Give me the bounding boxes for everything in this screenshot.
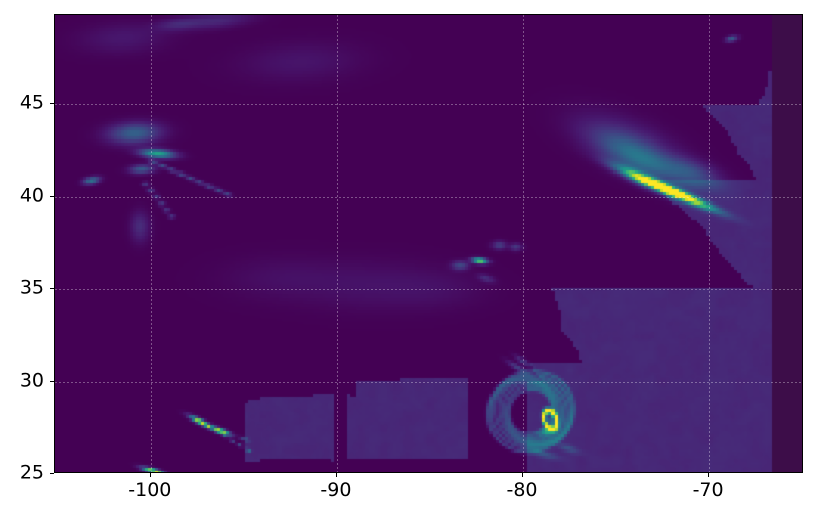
y-tick-label: 35 [19, 276, 44, 299]
y-tick-label: 30 [19, 369, 44, 392]
x-tick-label: -100 [128, 479, 172, 501]
y-tick-label: 25 [19, 461, 44, 484]
y-tick-label: 45 [19, 91, 44, 114]
x-tick-label: -90 [320, 479, 352, 501]
heatmap-image [55, 15, 802, 472]
x-tick-mark [708, 473, 710, 477]
x-tick-label: -70 [692, 479, 724, 501]
y-tick-mark [50, 473, 54, 475]
y-tick-mark [50, 103, 54, 105]
x-tick-mark [335, 473, 337, 477]
y-tick-label: 40 [19, 184, 44, 207]
y-tick-mark [50, 380, 54, 382]
x-tick-label: -80 [506, 479, 538, 501]
y-tick-mark [50, 195, 54, 197]
x-tick-mark [149, 473, 151, 477]
y-tick-mark [50, 288, 54, 290]
x-tick-mark [522, 473, 524, 477]
heatmap-axes[interactable] [54, 14, 803, 473]
